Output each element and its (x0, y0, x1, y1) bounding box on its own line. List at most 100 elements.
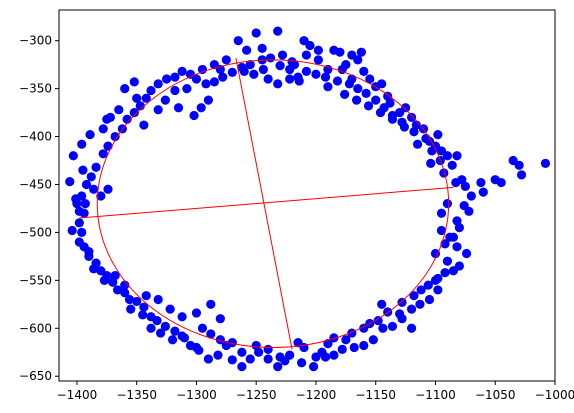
data-point (263, 354, 273, 364)
y-tick-label: −550 (19, 273, 52, 287)
fit-ellipse (96, 59, 450, 348)
data-point (377, 299, 387, 309)
data-point (68, 151, 78, 161)
data-point (141, 291, 151, 301)
data-point (114, 105, 124, 115)
x-tick-label: −1300 (176, 388, 217, 402)
y-tick-label: −600 (19, 321, 52, 335)
data-point (153, 105, 163, 115)
data-point (412, 139, 423, 149)
data-point (182, 84, 192, 94)
data-point (427, 146, 437, 156)
data-point (452, 242, 462, 252)
data-point (363, 101, 374, 111)
data-point (349, 342, 359, 353)
data-point (170, 326, 180, 336)
data-point (341, 335, 351, 345)
data-point (301, 50, 312, 60)
data-point (514, 160, 524, 170)
data-point (377, 79, 387, 89)
data-point (301, 66, 312, 76)
data-point (170, 85, 180, 96)
data-point (167, 335, 178, 345)
y-tick-label: −650 (19, 369, 52, 383)
points-layer (65, 26, 551, 372)
data-point (227, 67, 237, 77)
x-tick-label: −1000 (535, 388, 574, 402)
data-point (85, 130, 95, 140)
data-point (120, 288, 130, 298)
data-point (251, 28, 261, 38)
data-point (191, 342, 202, 353)
data-point (160, 95, 170, 105)
data-point (237, 362, 247, 372)
data-point (197, 323, 208, 333)
data-point (359, 340, 369, 351)
data-point (352, 95, 362, 105)
data-point (409, 291, 419, 301)
data-point (516, 170, 527, 180)
data-point (141, 93, 151, 103)
data-point (71, 194, 81, 204)
data-point (273, 362, 283, 372)
data-point (323, 64, 333, 75)
data-point (430, 248, 441, 259)
data-point (239, 66, 249, 76)
data-point (329, 333, 339, 343)
data-point (461, 248, 472, 259)
data-point (139, 120, 149, 130)
data-point (368, 335, 378, 345)
data-point (209, 77, 219, 87)
data-point (206, 299, 216, 309)
data-point (80, 199, 90, 209)
data-point (280, 356, 290, 366)
data-point (91, 162, 101, 172)
data-point (89, 264, 99, 274)
data-point (74, 218, 84, 228)
data-point (344, 79, 355, 89)
data-point (445, 232, 455, 242)
data-point (263, 344, 273, 354)
data-point (397, 314, 407, 324)
y-tick-label: −400 (19, 130, 52, 144)
x-tick-label: −1200 (296, 388, 337, 402)
data-point (99, 275, 110, 285)
data-point (120, 84, 130, 94)
data-point (65, 176, 75, 187)
x-tick-label: −1150 (355, 388, 396, 402)
data-point (313, 55, 323, 65)
data-point (138, 310, 148, 320)
data-point (308, 362, 319, 372)
data-point (424, 294, 435, 305)
data-point (466, 191, 476, 201)
data-point (251, 340, 261, 351)
data-point (203, 95, 213, 105)
data-point (81, 179, 92, 190)
data-point (451, 177, 461, 188)
data-point (126, 304, 136, 314)
data-point (263, 74, 273, 84)
data-point (459, 200, 469, 211)
data-point (173, 103, 184, 113)
data-point (313, 45, 323, 55)
data-point (84, 246, 94, 257)
data-point (320, 72, 331, 82)
data-point (478, 187, 488, 197)
data-point (294, 76, 304, 86)
data-point (155, 328, 166, 338)
data-point (406, 112, 417, 122)
x-tick-label: −1050 (475, 388, 516, 402)
data-point (273, 26, 283, 36)
data-point (139, 302, 149, 312)
data-point (442, 256, 453, 266)
data-point (215, 314, 225, 324)
data-point (170, 72, 180, 82)
data-point (249, 69, 259, 79)
data-point (442, 199, 453, 209)
data-point (206, 329, 216, 339)
data-point (135, 101, 145, 111)
data-point (329, 350, 339, 360)
data-point (165, 304, 175, 314)
